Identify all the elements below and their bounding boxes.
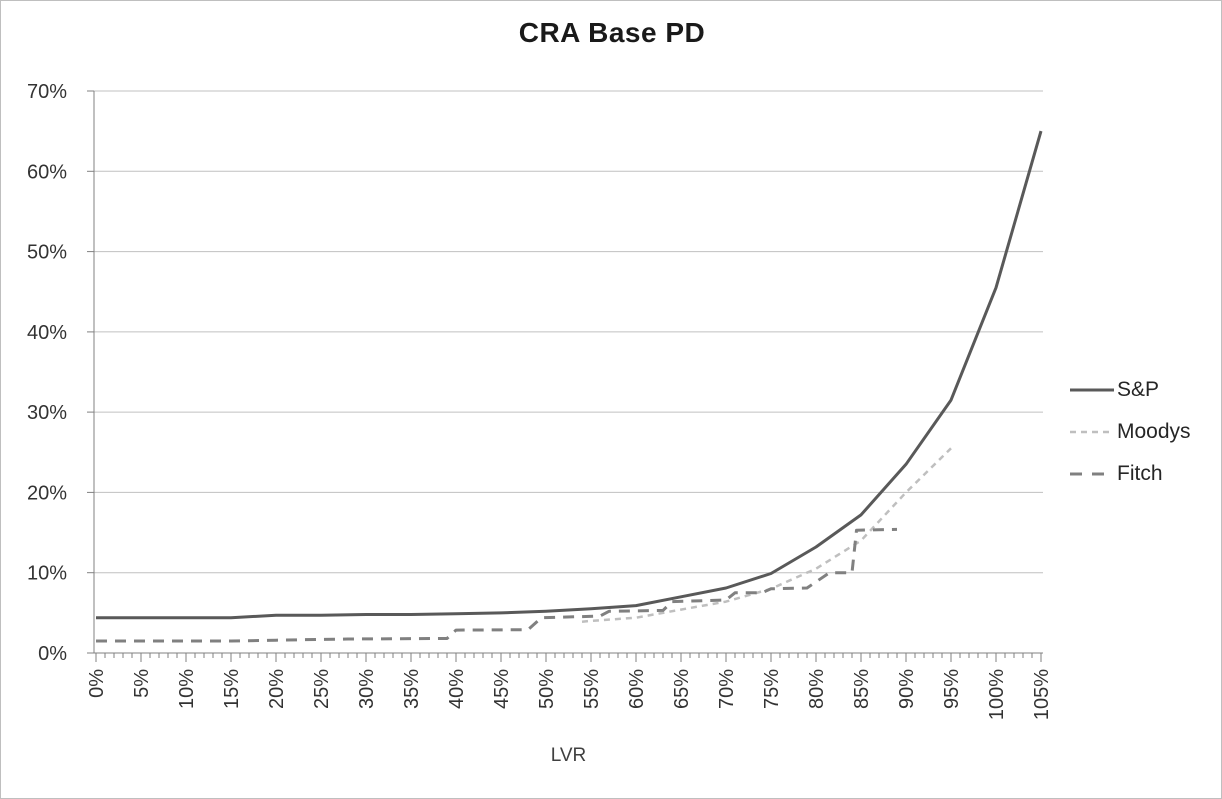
legend-item-sp: S&P [1069, 376, 1219, 404]
legend-label-sp: S&P [1117, 378, 1160, 401]
x-tick-label: 70% [716, 669, 738, 709]
x-tick-label: 100% [986, 669, 1008, 720]
x-tick-label: 30% [356, 669, 378, 709]
x-tick-label: 35% [401, 669, 423, 709]
x-tick-label: 95% [941, 669, 963, 709]
legend-line-sample-sp-icon [1070, 388, 1114, 392]
x-tick-label: 60% [626, 669, 648, 709]
x-tick-label: 75% [761, 669, 783, 709]
legend: S&P Moodys Fitch [1069, 376, 1219, 502]
x-tick-label: 85% [851, 669, 873, 709]
legend-label-moodys: Moodys [1117, 420, 1191, 443]
chart-title: CRA Base PD [518, 17, 706, 48]
y-tick-label: 20% [27, 482, 67, 504]
x-tick-label: 15% [221, 669, 243, 709]
x-tick-label: 20% [266, 669, 288, 709]
y-tick-label: 30% [27, 402, 67, 424]
y-tick-label: 40% [27, 322, 67, 344]
x-tick-label: 45% [491, 669, 513, 709]
x-tick-label: 5% [131, 669, 153, 698]
x-tick-label: 40% [446, 669, 468, 709]
y-tick-label: 70% [27, 81, 67, 103]
y-tick-label: 10% [27, 563, 67, 585]
series-line-fitch [96, 527, 898, 643]
x-tick-label: 80% [806, 669, 828, 709]
x-tick-label: 55% [581, 669, 603, 709]
x-axis-title: LVR [550, 745, 587, 766]
legend-label-fitch: Fitch [1117, 462, 1163, 485]
x-tick-label: 90% [896, 669, 918, 709]
y-tick-label: 50% [27, 242, 67, 264]
legend-item-fitch: Fitch [1069, 460, 1219, 488]
x-tick-label: 105% [1031, 669, 1053, 720]
legend-line-sample-moodys-icon [1070, 430, 1114, 434]
y-tick-label: 60% [27, 161, 67, 183]
x-tick-label: 10% [176, 669, 198, 709]
x-tick-label: 0% [86, 669, 108, 698]
x-tick-label: 65% [671, 669, 693, 709]
x-tick-label: 25% [311, 669, 333, 709]
legend-line-sample-fitch-icon [1070, 472, 1106, 476]
legend-item-moodys: Moodys [1069, 418, 1219, 446]
series-line-sp [96, 130, 1043, 620]
y-tick-label: 0% [38, 643, 67, 665]
series-line-moodys [581, 447, 952, 623]
x-tick-label: 50% [536, 669, 558, 709]
